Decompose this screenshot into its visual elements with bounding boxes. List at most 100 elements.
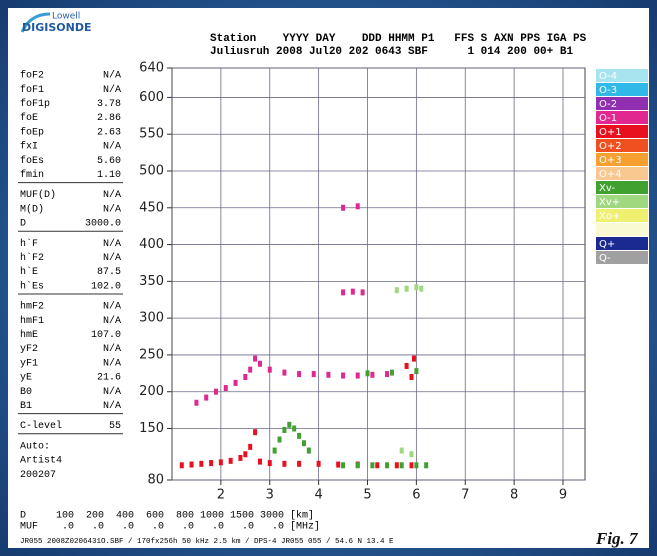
x-tick-label: 5 [363, 488, 371, 503]
echo-point [360, 289, 365, 296]
echo-point [409, 462, 414, 469]
legend-label: O-1 [599, 113, 617, 124]
echo-point [414, 284, 419, 291]
param-name: hmE [20, 329, 38, 341]
echo-point [301, 440, 306, 447]
param-name: B0 [20, 387, 32, 398]
legend-swatch [596, 97, 648, 110]
echo-point [404, 285, 409, 292]
echo-point [257, 360, 262, 367]
echo-point [253, 355, 258, 362]
legend-label: O+4 [599, 169, 622, 180]
param-value: N/A [103, 141, 121, 153]
echo-point [404, 362, 409, 369]
y-tick-label: 80 [147, 473, 164, 488]
param-value: N/A [103, 357, 121, 369]
echo-point [336, 461, 341, 468]
echo-point [233, 379, 238, 386]
legend-label: O+2 [599, 141, 622, 152]
param-name: h`F2 [20, 251, 44, 264]
legend-swatch [596, 111, 648, 124]
y-tick-label: 640 [139, 61, 164, 76]
echo-point [297, 460, 302, 467]
echo-point [316, 460, 321, 467]
echo-point [282, 460, 287, 467]
param-name: M(D) [20, 203, 44, 215]
echo-point [297, 371, 302, 378]
y-tick-label: 400 [139, 237, 164, 252]
footer-line: D 100 200 400 600 800 1000 1500 3000 [km… [20, 510, 314, 522]
echo-point [267, 366, 272, 373]
param-name: D [20, 219, 26, 230]
echo-point [355, 462, 360, 469]
param-value: 3000.0 [85, 219, 121, 230]
echo-point [292, 425, 297, 432]
legend-label: Xv+ [599, 197, 620, 208]
param-name: yE [20, 373, 32, 384]
param-value: 2.63 [97, 127, 121, 138]
parameter-table: foF2 N/A foF1 N/A foF1p 3.78 foE 2.86 foEp 2.63 fx… [18, 70, 123, 481]
echo-point [375, 462, 380, 469]
echo-point [385, 371, 390, 378]
echo-point [238, 454, 243, 461]
echo-point [389, 369, 394, 376]
echo-point [267, 460, 272, 467]
param-name: B1 [20, 401, 32, 412]
param-name: h`Es [20, 279, 44, 292]
legend-label: O-2 [599, 99, 617, 110]
param-value: N/A [103, 343, 121, 355]
param-value: N/A [103, 70, 121, 82]
echo-point [248, 443, 253, 450]
param-value: N/A [103, 400, 121, 412]
echo-point [399, 447, 404, 454]
legend-swatch [596, 69, 648, 82]
legend-swatch [596, 167, 648, 180]
legend-swatch [596, 251, 648, 264]
header-line: Juliusruh 2008 Jul20 202 0643 SBF 1 014 … [210, 46, 573, 58]
ionogram: 80 150 200 250 300 350 400 450 500 550 600 640 2 3 4 5 6… [139, 61, 586, 503]
footer-line: JR055 2008Z0206431O.SBF / 170fx256h 50 k… [20, 538, 394, 546]
echo-point [179, 462, 184, 469]
echo-point [213, 388, 218, 395]
echo-point [326, 371, 331, 378]
param-value: N/A [103, 252, 121, 264]
legend-swatch [596, 83, 648, 96]
echo-point [341, 289, 346, 296]
echo-point [204, 394, 209, 401]
y-tick-label: 300 [139, 311, 164, 326]
legend-swatch [596, 181, 648, 194]
figure-label: Fig. 7 [595, 529, 639, 548]
param-name: Artist4 [20, 455, 62, 467]
echo-point [409, 451, 414, 458]
echo-point [218, 459, 223, 466]
param-name: h`E [20, 265, 38, 278]
echo-point [209, 460, 214, 467]
x-tick-label: 8 [510, 488, 518, 503]
x-tick-label: 9 [559, 488, 567, 503]
param-value: N/A [103, 301, 121, 313]
param-name: foE [20, 112, 38, 124]
echo-point [394, 287, 399, 294]
legend: O-4 O-3 O-2 O-1 O+1 O+2 O+3 O+4 Xv- Xv+ Xo+ Q+ Q- [596, 69, 648, 264]
param-value: 5.60 [97, 156, 121, 167]
echo-point [414, 368, 419, 375]
x-tick-label: 4 [314, 488, 322, 503]
param-name: C-level [20, 420, 62, 432]
y-tick-label: 550 [139, 127, 164, 142]
echo-point [199, 460, 204, 467]
x-tick-label: 2 [217, 488, 225, 503]
param-value: N/A [103, 238, 121, 250]
echo-point [272, 447, 277, 454]
param-value: N/A [103, 386, 121, 398]
legend-swatch [596, 237, 648, 250]
param-value: 21.6 [97, 373, 121, 384]
echo-point [194, 399, 199, 406]
param-name: foF2 [20, 70, 44, 82]
legend-label: Q- [599, 253, 611, 264]
echo-point [424, 462, 429, 469]
y-tick-label: 150 [139, 421, 164, 436]
x-tick-label: 6 [412, 488, 420, 503]
echo-point [297, 432, 302, 439]
y-tick-label: 450 [139, 200, 164, 215]
echo-point [341, 204, 346, 211]
